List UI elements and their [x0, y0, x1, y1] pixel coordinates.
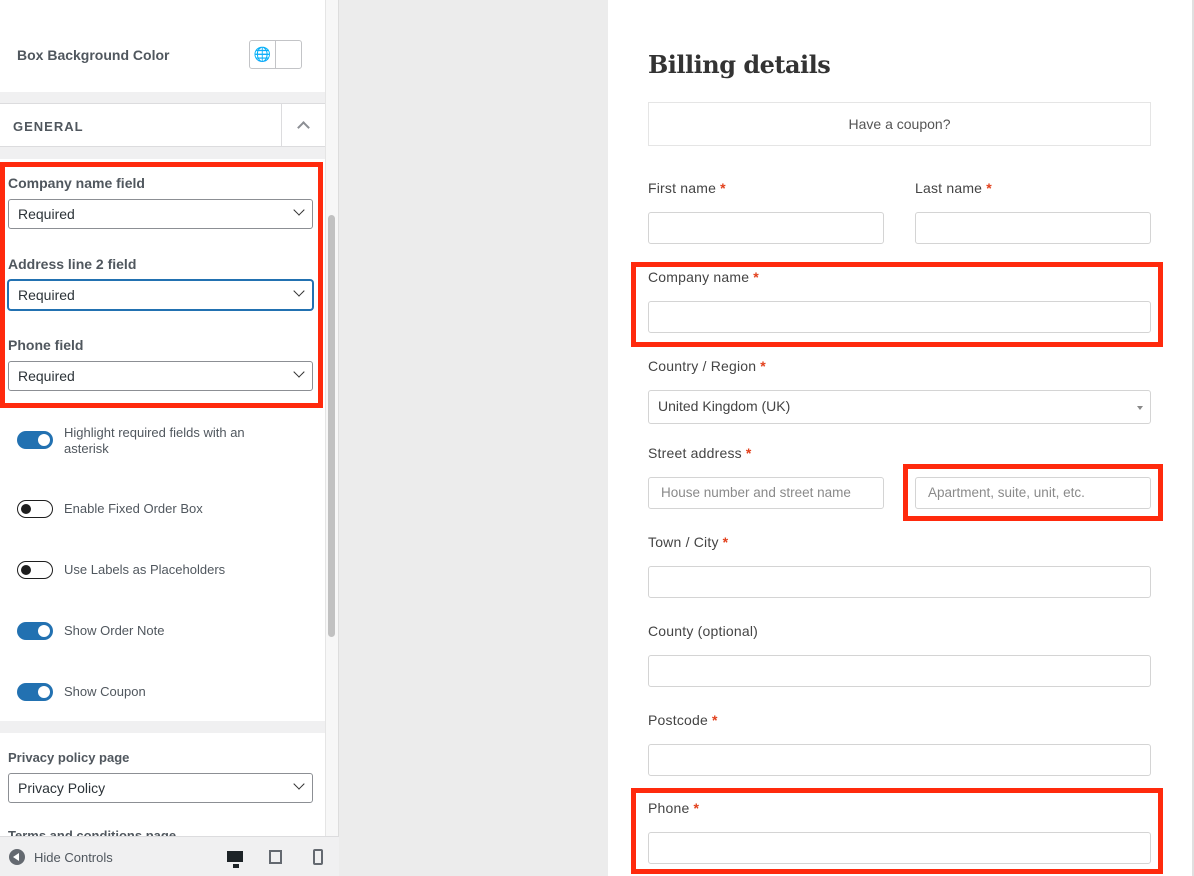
privacy-page-label: Privacy policy page: [8, 750, 130, 765]
company-field-select[interactable]: Required: [8, 199, 313, 229]
checkout-preview: Billing details Have a coupon? First nam…: [608, 0, 1192, 876]
tablet-preview-icon[interactable]: [269, 850, 282, 864]
highlight-box: [631, 788, 1163, 874]
last-name-label: Last name *: [915, 180, 992, 196]
section-title: GENERAL: [13, 119, 84, 134]
company-name-input[interactable]: [648, 301, 1151, 333]
billing-title: Billing details: [648, 50, 831, 79]
mobile-preview-icon[interactable]: [313, 849, 323, 865]
phone-field-label: Phone field: [8, 337, 84, 353]
hide-controls-button[interactable]: Hide Controls: [9, 849, 113, 865]
toggle-fixed-order-box[interactable]: [17, 500, 53, 518]
street-input[interactable]: House number and street name: [648, 477, 884, 509]
first-name-input[interactable]: [648, 212, 884, 244]
toggle-labels-placeholders[interactable]: [17, 561, 53, 579]
chevron-down-icon: [293, 778, 305, 790]
phone-field-select[interactable]: Required: [8, 361, 313, 391]
company-field-label: Company name field: [8, 175, 145, 191]
globe-icon[interactable]: 🌐: [250, 41, 276, 68]
highlight-box: [631, 262, 1163, 347]
county-label: County (optional): [648, 623, 759, 639]
desktop-preview-icon[interactable]: [227, 851, 243, 868]
collapse-arrow-icon: [9, 849, 25, 865]
last-name-input[interactable]: [915, 212, 1151, 244]
sidebar-scrollbar-thumb[interactable]: [328, 215, 335, 637]
apartment-input[interactable]: Apartment, suite, unit, etc.: [915, 477, 1151, 509]
toggle-label: Show Order Note: [64, 623, 165, 638]
address2-field-select[interactable]: Required: [8, 280, 313, 310]
company-name-label: Company name *: [648, 269, 759, 285]
coupon-toggle[interactable]: Have a coupon?: [648, 102, 1151, 146]
collapse-button[interactable]: [281, 104, 325, 146]
phone-label: Phone *: [648, 800, 700, 816]
toggle-label: Highlight required fields with an asteri…: [64, 425, 245, 456]
color-picker[interactable]: 🌐: [249, 40, 302, 69]
first-name-label: First name *: [648, 180, 726, 196]
customizer-sidebar: Box Background Color 🌐 GENERAL Company n…: [0, 0, 325, 876]
color-swatch[interactable]: [276, 41, 301, 68]
chevron-up-icon: [297, 121, 310, 134]
select-value: Required: [18, 287, 75, 303]
toggle-label: Use Labels as Placeholders: [64, 562, 226, 577]
preview-scrollbar[interactable]: [1192, 0, 1194, 876]
hide-controls-label: Hide Controls: [34, 849, 113, 865]
privacy-page-select[interactable]: Privacy Policy: [8, 773, 313, 803]
box-background-color-label: Box Background Color: [17, 47, 170, 63]
toggle-highlight-required[interactable]: [17, 431, 53, 449]
highlight-box: [903, 464, 1163, 521]
divider: [0, 147, 325, 159]
phone-input[interactable]: [648, 832, 1151, 864]
select-value: Required: [18, 206, 75, 222]
toggle-label: Enable Fixed Order Box: [64, 501, 203, 516]
highlight-box: [0, 162, 323, 408]
toggle-order-note[interactable]: [17, 622, 53, 640]
street-label: Street address *: [648, 445, 752, 461]
select-value: Required: [18, 368, 75, 384]
country-value: United Kingdom (UK): [658, 398, 791, 414]
postcode-label: Postcode *: [648, 712, 718, 728]
toggle-coupon[interactable]: [17, 683, 53, 701]
town-label: Town / City *: [648, 534, 729, 550]
county-input[interactable]: [648, 655, 1151, 687]
country-select[interactable]: United Kingdom (UK): [648, 390, 1151, 424]
divider: [0, 92, 325, 104]
divider: [0, 721, 325, 733]
postcode-input[interactable]: [648, 744, 1151, 776]
select-value: Privacy Policy: [18, 780, 106, 796]
country-label: Country / Region *: [648, 358, 766, 374]
dropdown-arrow-icon: [1137, 406, 1143, 410]
address2-field-label: Address line 2 field: [8, 256, 137, 272]
section-general-header[interactable]: GENERAL: [0, 103, 325, 147]
customizer-footer: Hide Controls: [0, 836, 339, 876]
toggle-label: Show Coupon: [64, 684, 146, 699]
town-input[interactable]: [648, 566, 1151, 598]
